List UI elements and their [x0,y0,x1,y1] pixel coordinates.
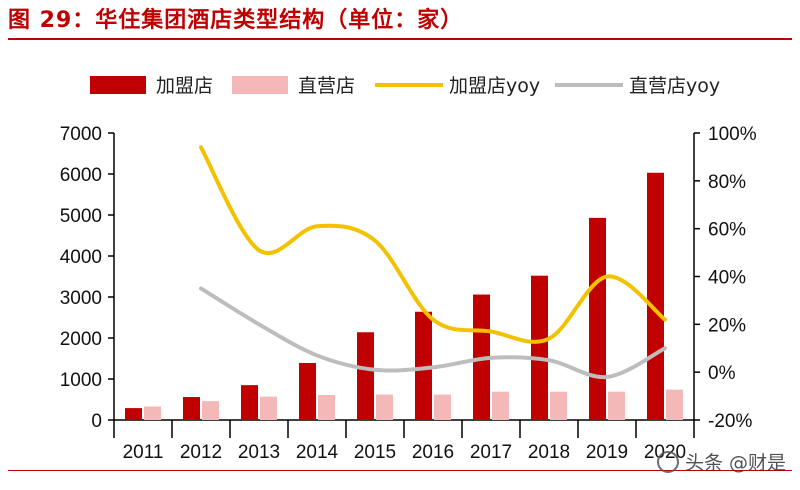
bar-直营店 [608,391,625,420]
left-tick-label: 1000 [60,370,102,391]
bar-加盟店 [531,275,548,420]
left-tick-label: 2000 [60,329,102,350]
bar-直营店 [376,394,393,420]
legend-label: 加盟店 [156,75,213,97]
right-tick-label: 40% [708,268,746,289]
right-tick-label: 60% [708,220,746,241]
left-tick-label: 7000 [60,124,102,145]
right-tick-label: -20% [708,411,752,432]
left-tick-label: 0 [91,411,102,432]
right-tick-label: 80% [708,172,746,193]
left-tick-label: 4000 [60,247,102,268]
x-tick-label: 2012 [180,442,222,463]
bar-加盟店 [299,363,316,420]
bar-直营店 [202,401,219,420]
bar-加盟店 [357,332,374,420]
line-直营店yoy [199,286,667,379]
bar-直营店 [550,391,567,420]
bar-直营店 [666,389,683,420]
x-tick-label: 2015 [354,442,396,463]
chart-title: 图 29：华住集团酒店类型结构（单位：家） [8,8,464,33]
legend-label: 直营店 [298,75,355,97]
x-tick-label: 2014 [296,442,339,463]
watermark-text: 头条 @财是 [684,452,786,474]
legend-label: 加盟店yoy [449,75,540,97]
right-tick-label: 20% [708,315,746,336]
legend-swatch [232,76,288,94]
left-tick-label: 6000 [60,165,102,186]
bar-直营店 [492,391,509,420]
legend-swatch [90,76,146,94]
line-加盟店yoy [199,145,667,344]
title-rule [8,38,792,40]
bar-加盟店 [183,397,200,420]
x-tick-label: 2011 [123,442,164,463]
bar-直营店 [144,406,161,420]
bar-加盟店 [589,217,606,420]
left-tick-label: 5000 [60,206,102,227]
x-tick-label: 2017 [470,442,512,463]
x-tick-label: 2013 [238,442,280,463]
bar-直营店 [434,394,451,420]
footer-rule [8,470,792,471]
bar-加盟店 [125,408,142,420]
x-tick-label: 2018 [528,442,570,463]
bar-直营店 [318,394,335,420]
x-tick-label: 2016 [412,442,454,463]
bar-加盟店 [647,172,664,420]
bar-加盟店 [415,311,432,420]
snowball-logo-icon [656,450,679,473]
left-tick-label: 3000 [60,288,102,309]
x-tick-label: 2019 [586,442,628,463]
right-tick-label: 100% [708,124,757,145]
right-tick-label: 0% [708,363,736,384]
bar-加盟店 [241,385,258,420]
bar-直营店 [260,396,277,420]
legend-label: 直营店yoy [629,75,720,97]
watermark: 头条 @财是 [656,448,786,475]
